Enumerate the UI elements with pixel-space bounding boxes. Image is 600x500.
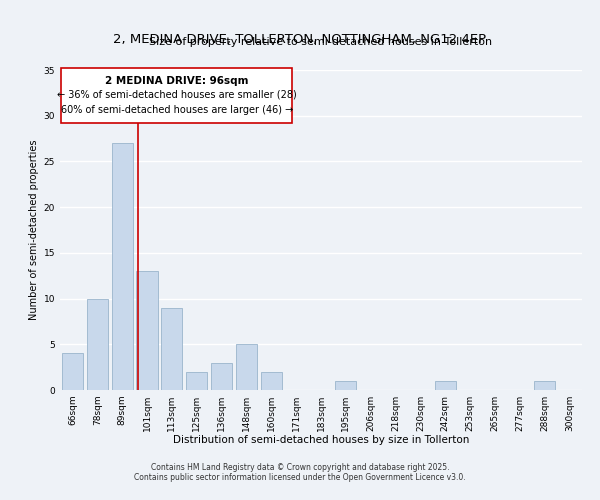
Text: 2, MEDINA DRIVE, TOLLERTON, NOTTINGHAM, NG12 4EP: 2, MEDINA DRIVE, TOLLERTON, NOTTINGHAM, … bbox=[113, 32, 487, 46]
Bar bbox=[236, 344, 257, 390]
Bar bbox=[87, 298, 108, 390]
Bar bbox=[136, 271, 158, 390]
Bar bbox=[62, 354, 83, 390]
X-axis label: Distribution of semi-detached houses by size in Tollerton: Distribution of semi-detached houses by … bbox=[173, 436, 469, 446]
Text: ← 36% of semi-detached houses are smaller (28): ← 36% of semi-detached houses are smalle… bbox=[57, 90, 297, 100]
Title: Size of property relative to semi-detached houses in Tollerton: Size of property relative to semi-detach… bbox=[149, 37, 493, 47]
Text: Contains public sector information licensed under the Open Government Licence v3: Contains public sector information licen… bbox=[134, 474, 466, 482]
Text: 2 MEDINA DRIVE: 96sqm: 2 MEDINA DRIVE: 96sqm bbox=[105, 76, 248, 86]
Text: Contains HM Land Registry data © Crown copyright and database right 2025.: Contains HM Land Registry data © Crown c… bbox=[151, 464, 449, 472]
Bar bbox=[211, 362, 232, 390]
Bar bbox=[261, 372, 282, 390]
Bar bbox=[161, 308, 182, 390]
Bar bbox=[534, 381, 555, 390]
Bar bbox=[61, 68, 292, 123]
Text: 60% of semi-detached houses are larger (46) →: 60% of semi-detached houses are larger (… bbox=[61, 105, 293, 115]
Bar bbox=[435, 381, 456, 390]
Bar bbox=[112, 143, 133, 390]
Bar bbox=[186, 372, 207, 390]
Bar bbox=[335, 381, 356, 390]
Y-axis label: Number of semi-detached properties: Number of semi-detached properties bbox=[29, 140, 40, 320]
